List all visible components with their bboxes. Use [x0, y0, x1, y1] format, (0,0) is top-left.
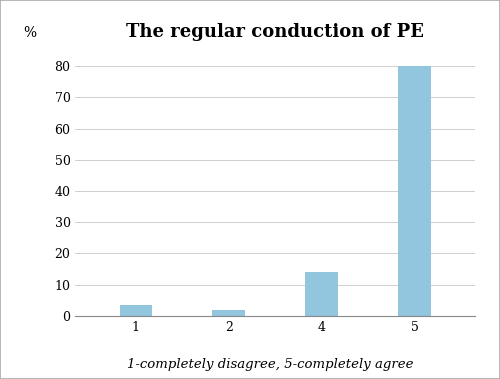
Bar [120, 305, 152, 316]
Bar [306, 272, 338, 316]
Bar [212, 310, 245, 316]
Title: The regular conduction of PE: The regular conduction of PE [126, 23, 424, 41]
Text: %: % [24, 26, 36, 40]
Text: 1-completely disagree, 5-completely agree: 1-completely disagree, 5-completely agre… [127, 359, 413, 371]
Bar [398, 66, 431, 316]
